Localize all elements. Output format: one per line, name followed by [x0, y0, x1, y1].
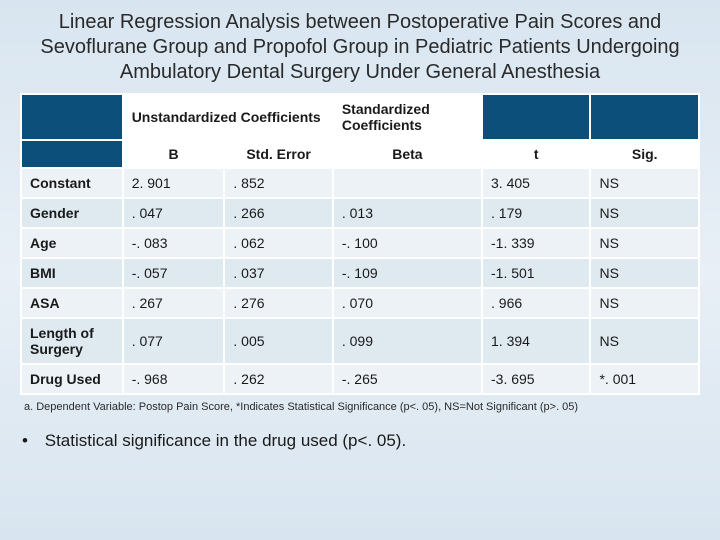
- header-row-2: B Std. Error Beta t Sig.: [21, 140, 699, 168]
- header-blank-2: [482, 94, 590, 140]
- cell-t: 1. 394: [482, 318, 590, 364]
- header-blank-3: [590, 94, 699, 140]
- row-label: Length of Surgery: [21, 318, 123, 364]
- cell-b: 2. 901: [123, 168, 225, 198]
- cell-beta: -. 109: [333, 258, 482, 288]
- table-row: Drug Used -. 968 . 262 -. 265 -3. 695 *.…: [21, 364, 699, 394]
- row-label: Gender: [21, 198, 123, 228]
- cell-beta: . 013: [333, 198, 482, 228]
- table-row: Length of Surgery . 077 . 005 . 099 1. 3…: [21, 318, 699, 364]
- cell-sig: NS: [590, 168, 699, 198]
- header-beta: Beta: [333, 140, 482, 168]
- header-t: t: [482, 140, 590, 168]
- header-standardized: Standardized Coefficients: [333, 94, 482, 140]
- cell-se: . 005: [224, 318, 332, 364]
- table-footnote: a. Dependent Variable: Postop Pain Score…: [0, 395, 720, 413]
- cell-t: . 966: [482, 288, 590, 318]
- row-label: Drug Used: [21, 364, 123, 394]
- regression-table: Unstandardized Coefficients Standardized…: [20, 93, 700, 395]
- table-row: ASA . 267 . 276 . 070 . 966 NS: [21, 288, 699, 318]
- row-label: ASA: [21, 288, 123, 318]
- cell-b: -. 057: [123, 258, 225, 288]
- cell-b: -. 083: [123, 228, 225, 258]
- header-b: B: [123, 140, 225, 168]
- cell-t: -3. 695: [482, 364, 590, 394]
- table-row: Age -. 083 . 062 -. 100 -1. 339 NS: [21, 228, 699, 258]
- row-label: Age: [21, 228, 123, 258]
- table-row: Gender . 047 . 266 . 013 . 179 NS: [21, 198, 699, 228]
- row-label: Constant: [21, 168, 123, 198]
- header-sig: Sig.: [590, 140, 699, 168]
- cell-b: . 047: [123, 198, 225, 228]
- cell-sig: NS: [590, 288, 699, 318]
- cell-b: -. 968: [123, 364, 225, 394]
- regression-table-container: Unstandardized Coefficients Standardized…: [0, 93, 720, 395]
- bullet-text: Statistical significance in the drug use…: [45, 431, 406, 450]
- cell-t: . 179: [482, 198, 590, 228]
- cell-sig: NS: [590, 318, 699, 364]
- cell-se: . 852: [224, 168, 332, 198]
- header-blank-4: [21, 140, 123, 168]
- cell-se: . 037: [224, 258, 332, 288]
- cell-se: . 262: [224, 364, 332, 394]
- cell-beta: . 099: [333, 318, 482, 364]
- table-row: Constant 2. 901 . 852 3. 405 NS: [21, 168, 699, 198]
- bullet-dot-icon: •: [22, 431, 40, 451]
- cell-beta: -. 265: [333, 364, 482, 394]
- cell-b: . 267: [123, 288, 225, 318]
- cell-beta: -. 100: [333, 228, 482, 258]
- header-blank-1: [21, 94, 123, 140]
- cell-sig: NS: [590, 228, 699, 258]
- header-unstandardized: Unstandardized Coefficients: [123, 94, 333, 140]
- row-label: BMI: [21, 258, 123, 288]
- table-body: Constant 2. 901 . 852 3. 405 NS Gender .…: [21, 168, 699, 394]
- slide-title: Linear Regression Analysis between Posto…: [0, 0, 720, 93]
- header-stderror: Std. Error: [224, 140, 332, 168]
- cell-beta: . 070: [333, 288, 482, 318]
- table-row: BMI -. 057 . 037 -. 109 -1. 501 NS: [21, 258, 699, 288]
- cell-se: . 062: [224, 228, 332, 258]
- cell-t: -1. 339: [482, 228, 590, 258]
- cell-t: 3. 405: [482, 168, 590, 198]
- header-row-1: Unstandardized Coefficients Standardized…: [21, 94, 699, 140]
- cell-se: . 266: [224, 198, 332, 228]
- cell-sig: *. 001: [590, 364, 699, 394]
- cell-beta: [333, 168, 482, 198]
- cell-sig: NS: [590, 198, 699, 228]
- cell-b: . 077: [123, 318, 225, 364]
- bullet-point: • Statistical significance in the drug u…: [0, 413, 720, 451]
- cell-t: -1. 501: [482, 258, 590, 288]
- cell-se: . 276: [224, 288, 332, 318]
- cell-sig: NS: [590, 258, 699, 288]
